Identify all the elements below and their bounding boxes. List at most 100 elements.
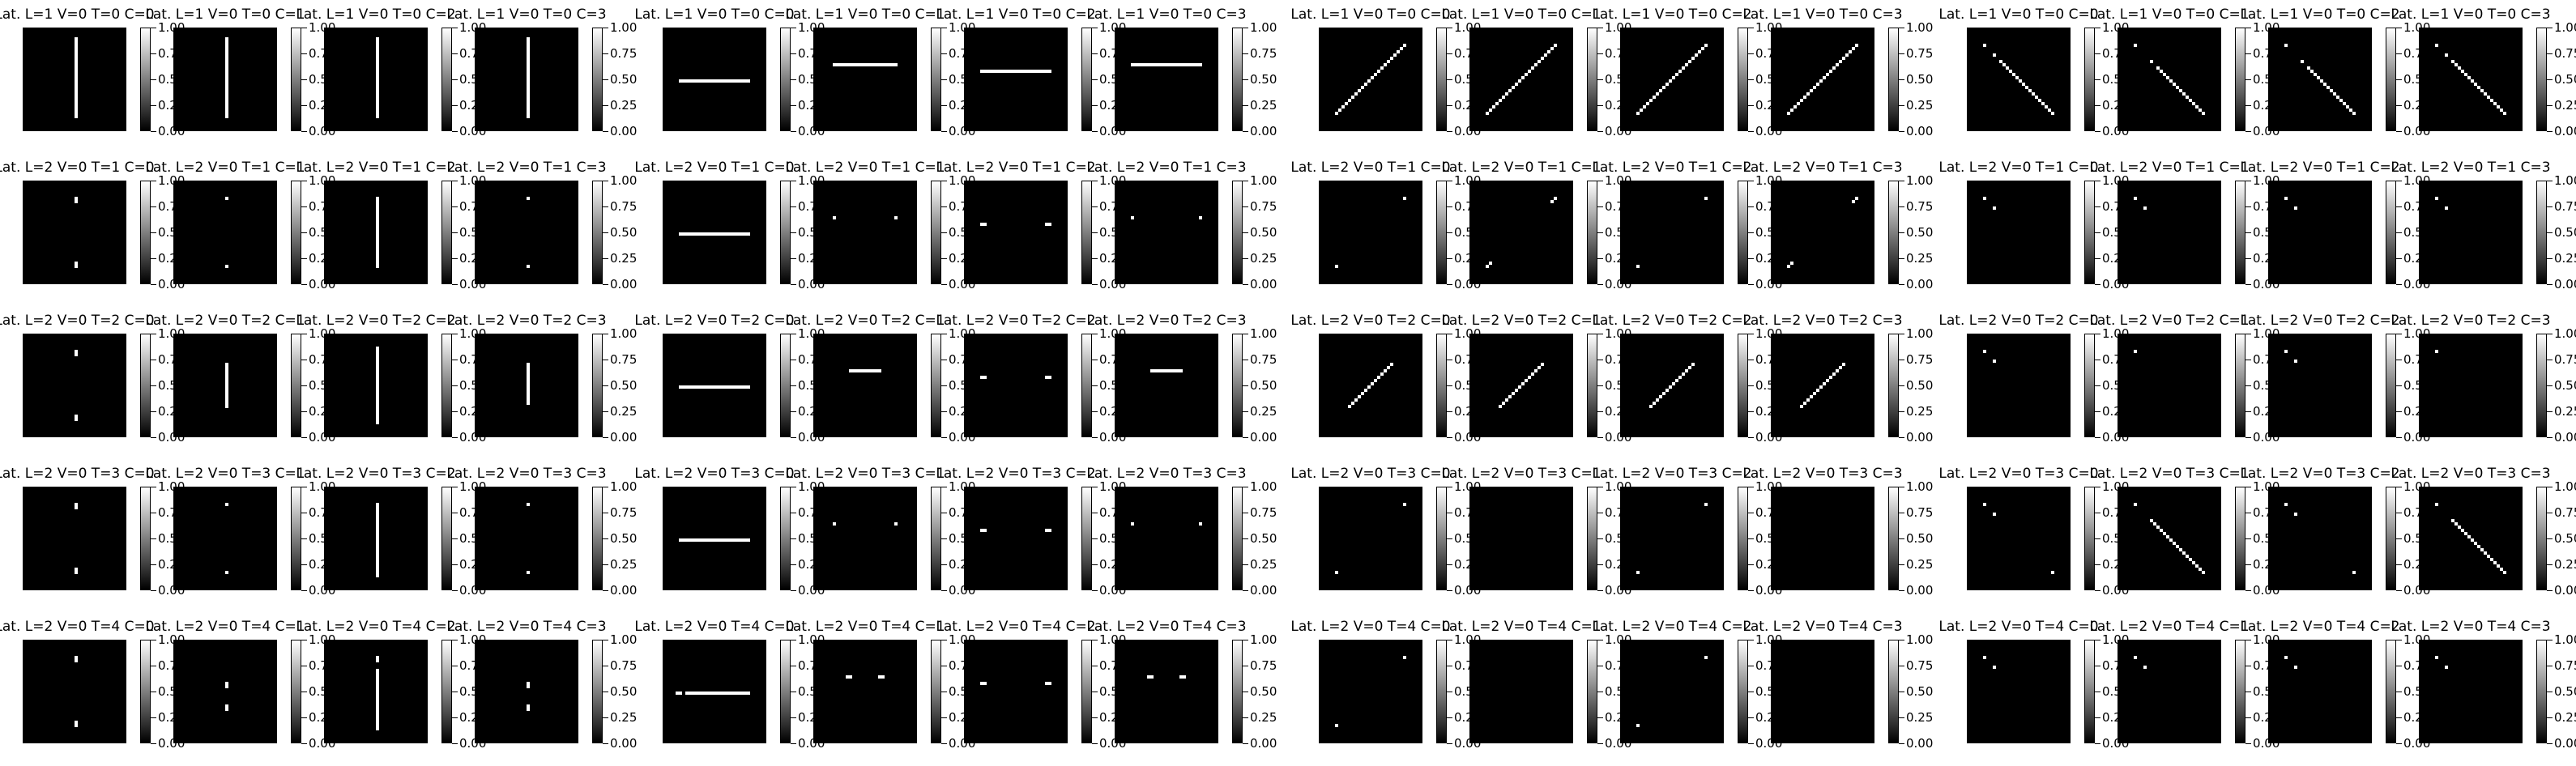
heatmap-panel xyxy=(813,334,917,437)
colorbar-tick-label: 1.00 xyxy=(1250,632,1277,647)
panel-title: Lat. L=1 V=0 T=0 C=2 xyxy=(936,6,1096,23)
colorbar-tick xyxy=(1748,538,1754,539)
colorbar-tick xyxy=(2547,589,2553,591)
heatmap-panel xyxy=(663,28,766,131)
colorbar-tick-label: 0.75 xyxy=(1250,352,1277,367)
heatmap-cell xyxy=(2134,503,2137,506)
heatmap-cell xyxy=(2173,542,2176,545)
heatmap-cell xyxy=(2474,542,2477,545)
heatmap-panel xyxy=(1967,334,2071,437)
heatmap-cell xyxy=(1643,105,1646,109)
colorbar-tick xyxy=(2547,283,2553,285)
colorbar-tick-label: 0.50 xyxy=(1906,225,1934,240)
colorbar-tick-label: 1.00 xyxy=(610,632,638,647)
heatmap-cell xyxy=(1993,53,1996,57)
colorbar-tick xyxy=(791,79,796,80)
heatmap-cell xyxy=(1653,96,1656,99)
heatmap-cell xyxy=(2166,535,2169,538)
colorbar-tick xyxy=(452,206,458,207)
colorbar-tick-label: 0.25 xyxy=(610,710,638,725)
colorbar xyxy=(1436,28,1447,131)
heatmap-cell xyxy=(1669,385,1672,389)
colorbar-tick-label: 0.50 xyxy=(1906,378,1934,393)
colorbar-tick xyxy=(452,79,458,80)
heatmap-panel xyxy=(813,181,917,284)
heatmap-cell xyxy=(1842,57,1845,60)
colorbar-tick xyxy=(2095,53,2100,54)
colorbar-tick xyxy=(1447,79,1452,80)
panel-title: Lat. L=2 V=0 T=3 C=3 xyxy=(446,466,607,482)
colorbar-tick xyxy=(1597,436,1603,438)
colorbar xyxy=(140,640,151,743)
colorbar-tick-label: 1.00 xyxy=(1906,632,1934,647)
heatmap-panel xyxy=(813,28,917,131)
colorbar-tick xyxy=(2547,538,2553,539)
colorbar xyxy=(291,487,301,590)
colorbar-tick xyxy=(1447,589,1452,591)
heatmap-cell xyxy=(2025,86,2028,89)
colorbar-tick xyxy=(1748,436,1754,438)
heatmap-cell xyxy=(2435,503,2438,506)
heatmap-cell xyxy=(2192,102,2195,105)
heatmap-cell xyxy=(2294,513,2297,516)
colorbar-tick xyxy=(2095,257,2100,259)
heatmap-cell xyxy=(1662,86,1665,89)
heatmap-cell xyxy=(1371,76,1374,79)
heatmap-cell xyxy=(2474,83,2477,86)
panel-title: Lat. L=2 V=0 T=4 C=2 xyxy=(296,619,456,635)
heatmap-panel xyxy=(475,181,578,284)
panel-title: Lat. L=1 V=0 T=0 C=1 xyxy=(1441,6,1601,23)
heatmap-panel xyxy=(2268,487,2372,590)
heatmap-panel xyxy=(1115,487,1218,590)
panel-title: Lat. L=2 V=0 T=4 C=0 xyxy=(0,619,155,635)
heatmap-panel xyxy=(173,28,277,131)
heatmap-cell xyxy=(527,704,530,711)
colorbar-tick xyxy=(1899,411,1904,412)
colorbar xyxy=(140,181,151,284)
colorbar-tick xyxy=(2547,104,2553,106)
colorbar xyxy=(1587,487,1597,590)
heatmap-panel xyxy=(2118,334,2221,437)
colorbar-tick xyxy=(603,717,608,718)
colorbar-tick-label: 0.50 xyxy=(2554,378,2576,393)
colorbar-tick xyxy=(603,104,608,106)
heatmap-cell xyxy=(75,197,78,203)
heatmap-panel xyxy=(2118,181,2221,284)
colorbar-tick xyxy=(603,79,608,80)
heatmap-cell xyxy=(2323,83,2327,86)
heatmap-cell xyxy=(1656,398,1659,402)
colorbar-tick xyxy=(791,589,796,591)
colorbar-tick xyxy=(1447,436,1452,438)
colorbar-tick xyxy=(1243,436,1248,438)
colorbar-tick-label: 0.75 xyxy=(1906,505,1934,520)
colorbar-tick xyxy=(1243,257,1248,259)
colorbar-tick xyxy=(1243,411,1248,412)
heatmap-cell xyxy=(2461,70,2464,73)
colorbar-tick xyxy=(941,385,947,386)
colorbar-tick-label: 1.00 xyxy=(1906,326,1934,341)
colorbar-tick-label: 0.50 xyxy=(2554,225,2576,240)
panel-title: Lat. L=2 V=0 T=3 C=0 xyxy=(1938,466,2099,482)
colorbar-tick xyxy=(1899,104,1904,106)
heatmap-cell xyxy=(2153,522,2156,526)
heatmap-cell xyxy=(1045,376,1051,379)
colorbar-tick xyxy=(1748,385,1754,386)
colorbar-tick xyxy=(2095,283,2100,285)
heatmap-panel xyxy=(1771,334,1874,437)
colorbar-tick xyxy=(941,411,947,412)
heatmap-cell xyxy=(2294,206,2297,210)
heatmap-cell xyxy=(2012,73,2015,76)
colorbar-tick xyxy=(2245,411,2251,412)
heatmap-cell xyxy=(1983,197,1986,200)
heatmap-cell xyxy=(376,197,379,268)
heatmap-cell xyxy=(1544,53,1547,57)
heatmap-cell xyxy=(1829,376,1832,379)
heatmap-cell xyxy=(1665,83,1669,86)
colorbar-tick xyxy=(2245,257,2251,259)
heatmap-cell xyxy=(1698,50,1701,53)
panel-title: Lat. L=2 V=0 T=1 C=1 xyxy=(145,160,305,176)
heatmap-cell xyxy=(1832,66,1836,70)
heatmap-cell xyxy=(2445,206,2448,210)
colorbar-tick-label: 0.00 xyxy=(2554,583,2576,598)
colorbar-tick-label: 0.25 xyxy=(1906,251,1934,266)
